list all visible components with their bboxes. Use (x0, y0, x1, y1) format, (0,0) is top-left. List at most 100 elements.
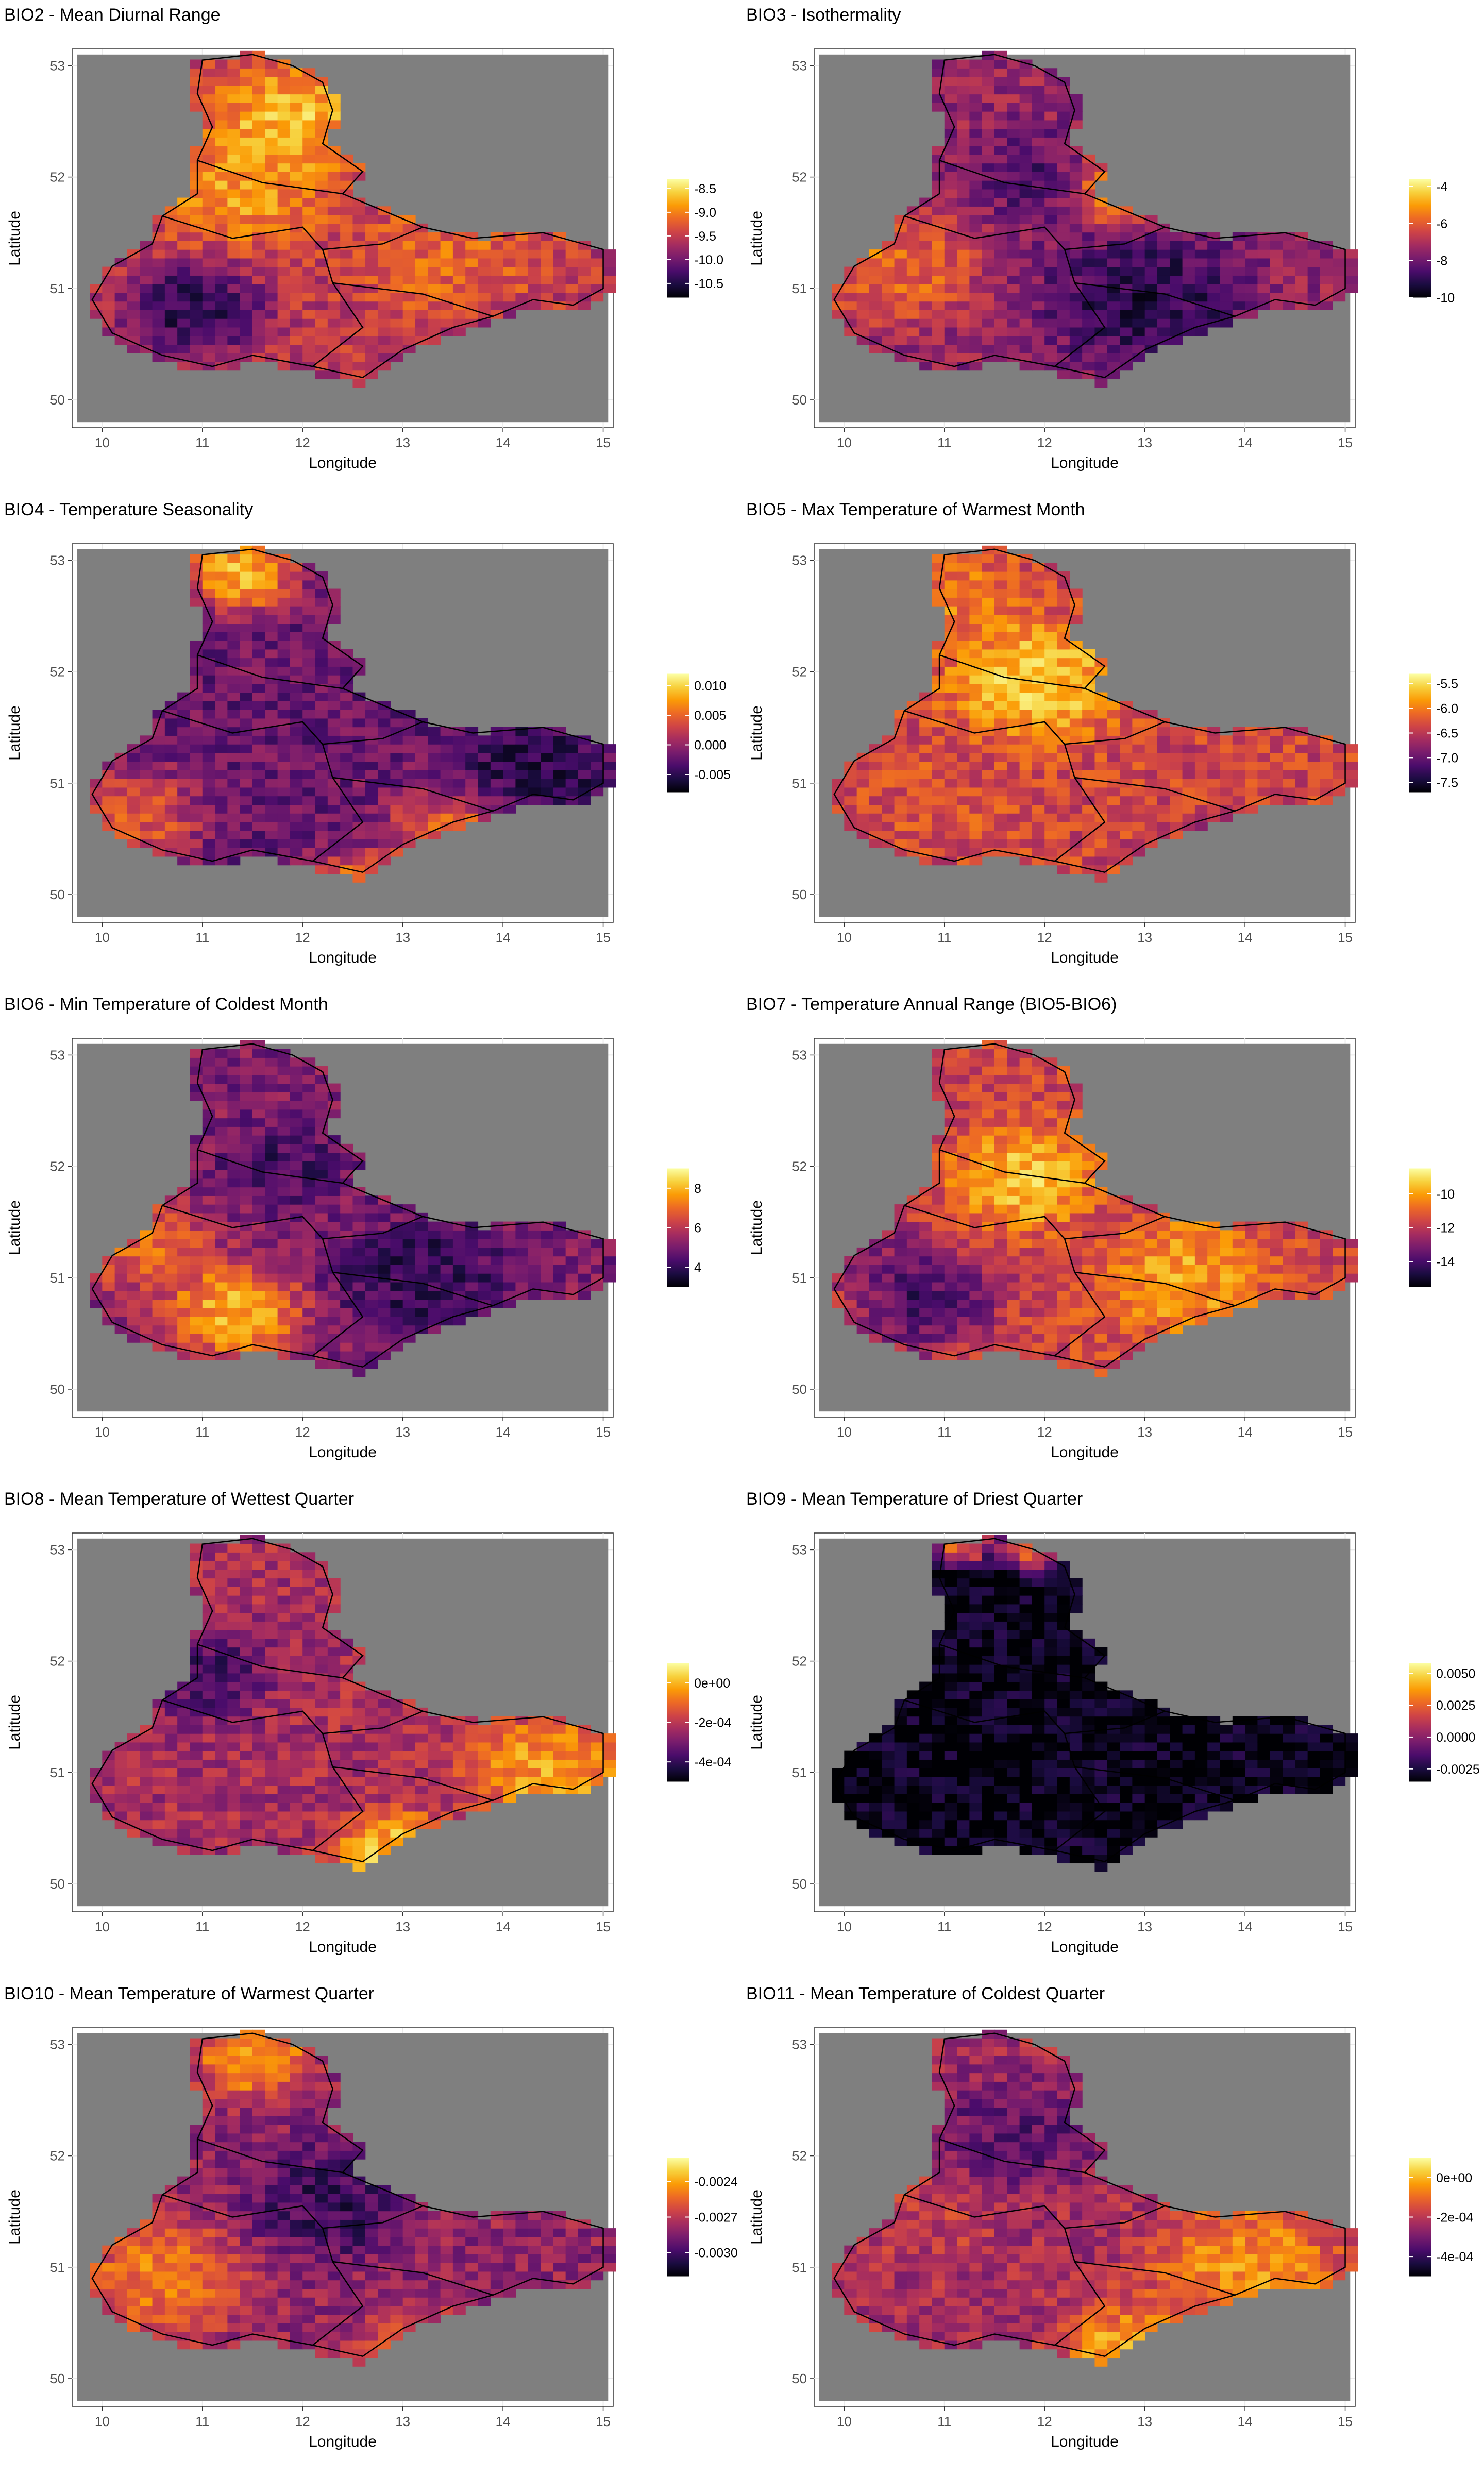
heat-cell (403, 796, 416, 805)
heat-cell (857, 318, 870, 327)
heat-cell (203, 327, 215, 336)
heat-cell (1032, 1230, 1045, 1239)
heat-cell (1044, 275, 1057, 284)
heat-cell (1044, 1308, 1057, 1317)
heat-cell (265, 796, 278, 805)
heat-cell (302, 1084, 315, 1092)
y-tick-label: 50 (50, 1382, 65, 1397)
heat-cell (541, 1273, 553, 1282)
heat-cell (403, 1317, 416, 1325)
heat-cell (1082, 1144, 1095, 1153)
heat-cell (328, 353, 341, 362)
heat-cell (969, 615, 982, 624)
heat-cell (315, 1187, 328, 1196)
heat-cell (1032, 666, 1045, 675)
heat-cell (1157, 1299, 1170, 1308)
heat-cell (957, 293, 970, 301)
heat-cell (240, 1325, 253, 1334)
heat-cell (203, 120, 215, 129)
heat-cell (278, 684, 291, 693)
heat-cell (290, 684, 303, 693)
heat-cell (252, 804, 265, 813)
heat-cell (203, 787, 215, 796)
heat-cell (1044, 606, 1057, 615)
heat-cell (1107, 224, 1120, 232)
heat-cell (352, 718, 365, 727)
heat-cell (591, 744, 603, 753)
heat-cell (1245, 284, 1258, 293)
heat-cell (857, 1299, 870, 1308)
heat-cell (190, 1187, 203, 1196)
heat-cell (1094, 865, 1107, 874)
heat-cell (1044, 293, 1057, 301)
heat-cell (1057, 103, 1070, 111)
heat-cell (278, 137, 291, 146)
heat-cell (252, 615, 265, 624)
heat-cell (1220, 787, 1233, 796)
y-tick-label: 51 (50, 776, 65, 791)
heat-cell (1207, 258, 1220, 267)
chart-title: BIO4 - Temperature Seasonality (4, 500, 253, 519)
heat-cell (240, 675, 253, 684)
heat-cell (278, 120, 291, 129)
heat-cell (302, 571, 315, 580)
heat-cell (982, 1084, 995, 1092)
heat-cell (240, 1144, 253, 1153)
heat-cell (403, 1308, 416, 1317)
heat-cell (491, 735, 503, 744)
heat-cell (528, 249, 541, 258)
heat-cell (1020, 215, 1033, 224)
heat-cell (907, 1222, 920, 1231)
heat-cell (1220, 762, 1233, 770)
heat-cell (982, 1248, 995, 1256)
heat-cell (1032, 94, 1045, 103)
heat-cell (1057, 865, 1070, 874)
heat-cell (153, 735, 165, 744)
heat-cell (919, 301, 932, 310)
heat-cell (1057, 215, 1070, 224)
heat-cell (390, 275, 403, 284)
heat-cell (982, 137, 995, 146)
heat-cell (882, 770, 895, 779)
heat-cell (403, 1230, 416, 1239)
heat-cell (115, 310, 128, 318)
heat-cell (302, 1325, 315, 1334)
heat-cell (127, 1282, 140, 1291)
heat-cell (340, 1248, 353, 1256)
heat-cell (1157, 770, 1170, 779)
heat-cell (515, 787, 528, 796)
heat-cell (1132, 1213, 1145, 1222)
heat-cell (982, 718, 995, 727)
heat-cell (240, 571, 253, 580)
heat-cell (1094, 658, 1107, 667)
heat-cell (441, 1248, 453, 1256)
heat-cell (895, 779, 907, 787)
heat-cell (1195, 779, 1208, 787)
heat-cell (1032, 258, 1045, 267)
heat-cell (1094, 1368, 1107, 1377)
heat-cell (957, 1273, 970, 1282)
heat-cell (227, 224, 240, 232)
heat-cell (302, 624, 315, 632)
heat-cell (869, 310, 882, 318)
heat-cell (578, 1248, 591, 1256)
heat-cell (453, 258, 466, 267)
heat-cell (203, 68, 215, 77)
heat-cell (932, 1161, 945, 1170)
heat-cell (428, 735, 441, 744)
heat-cell (315, 1334, 328, 1342)
heat-cell (302, 189, 315, 198)
heat-cell (215, 804, 228, 813)
heat-cell (302, 606, 315, 615)
heat-cell (252, 1282, 265, 1291)
heat-cell (365, 1282, 378, 1291)
heat-cell (1082, 1317, 1095, 1325)
heat-cell (227, 718, 240, 727)
heat-cell (315, 701, 328, 710)
heat-cell (994, 1308, 1007, 1317)
heat-cell (1157, 753, 1170, 762)
heat-cell (1057, 206, 1070, 215)
heat-cell (1032, 597, 1045, 606)
heat-cell (1257, 258, 1270, 267)
heat-cell (1120, 327, 1133, 336)
